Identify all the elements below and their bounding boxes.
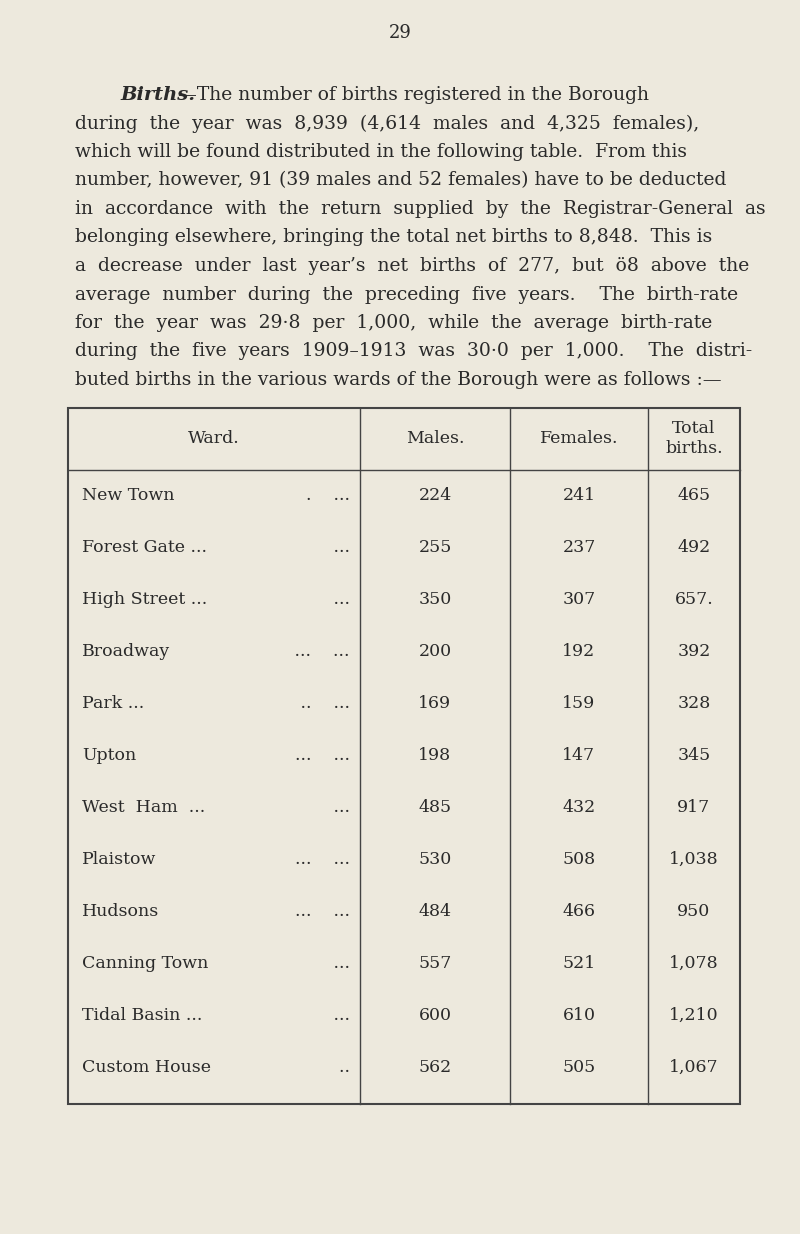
Text: 1,038: 1,038	[669, 851, 719, 868]
Text: 147: 147	[562, 747, 595, 764]
Text: 345: 345	[678, 747, 710, 764]
Text: 29: 29	[389, 23, 411, 42]
Text: 350: 350	[418, 591, 452, 608]
Text: average  number  during  the  preceding  five  years.    The  birth-rate: average number during the preceding five…	[75, 285, 738, 304]
Text: Custom House: Custom House	[82, 1059, 211, 1076]
Text: for  the  year  was  29·8  per  1,000,  while  the  average  birth-rate: for the year was 29·8 per 1,000, while t…	[75, 313, 712, 332]
Text: 600: 600	[418, 1007, 451, 1024]
Text: Canning Town: Canning Town	[82, 955, 208, 972]
Text: 200: 200	[418, 643, 451, 660]
Text: which will be found distributed in the following table.  From this: which will be found distributed in the f…	[75, 143, 687, 160]
Text: 237: 237	[562, 539, 596, 557]
Text: number, however, 91 (39 males and 52 females) have to be deducted: number, however, 91 (39 males and 52 fem…	[75, 172, 726, 190]
Text: ..    ...: .. ...	[284, 695, 350, 712]
Text: 241: 241	[562, 487, 595, 503]
Text: 432: 432	[562, 798, 596, 816]
Text: 484: 484	[418, 903, 451, 921]
Text: ..: ..	[328, 1059, 350, 1076]
Text: ...    ...: ... ...	[262, 747, 350, 764]
Text: 657.: 657.	[674, 591, 714, 608]
Text: —The number of births registered in the Borough: —The number of births registered in the …	[178, 86, 649, 104]
Text: 917: 917	[678, 798, 710, 816]
Text: Broadway: Broadway	[82, 643, 170, 660]
Text: ...    ...: ... ...	[262, 851, 350, 868]
Text: 1,078: 1,078	[669, 955, 719, 972]
Text: 530: 530	[418, 851, 452, 868]
Text: West  Ham  ...: West Ham ...	[82, 798, 206, 816]
Text: 521: 521	[562, 955, 596, 972]
Bar	[68, 407, 740, 1103]
Text: ...: ...	[317, 1007, 350, 1024]
Text: 192: 192	[562, 643, 596, 660]
Text: Plaistow: Plaistow	[82, 851, 156, 868]
Text: Park ...: Park ...	[82, 695, 144, 712]
Text: 1,067: 1,067	[669, 1059, 719, 1076]
Text: 224: 224	[418, 487, 452, 503]
Text: buted births in the various wards of the Borough were as follows :—: buted births in the various wards of the…	[75, 371, 722, 389]
Text: 950: 950	[678, 903, 710, 921]
Text: belonging elsewhere, bringing the total net births to 8,848.  This is: belonging elsewhere, bringing the total …	[75, 228, 712, 247]
Text: 159: 159	[562, 695, 596, 712]
Text: Ward.: Ward.	[188, 429, 240, 447]
Text: ...: ...	[317, 798, 350, 816]
Text: Births.: Births.	[120, 86, 195, 104]
Text: Males.: Males.	[406, 429, 464, 447]
Text: 492: 492	[678, 539, 710, 557]
Text: 465: 465	[678, 487, 710, 503]
Text: 307: 307	[562, 591, 596, 608]
Text: Hudsons: Hudsons	[82, 903, 159, 921]
Text: 562: 562	[418, 1059, 452, 1076]
Text: ...    ...: ... ...	[278, 643, 350, 660]
Text: 610: 610	[562, 1007, 595, 1024]
Text: 557: 557	[418, 955, 452, 972]
Text: 1,210: 1,210	[669, 1007, 719, 1024]
Text: a  decrease  under  last  year’s  net  births  of  277,  but  ö8  above  the: a decrease under last year’s net births …	[75, 257, 750, 275]
Text: 392: 392	[678, 643, 710, 660]
Text: Total
births.: Total births.	[665, 420, 723, 458]
Text: 169: 169	[418, 695, 451, 712]
Text: 466: 466	[562, 903, 595, 921]
Text: 508: 508	[562, 851, 595, 868]
Text: 255: 255	[418, 539, 452, 557]
Text: ...: ...	[317, 591, 350, 608]
Text: 485: 485	[418, 798, 451, 816]
Text: 505: 505	[562, 1059, 596, 1076]
Text: ...    ...: ... ...	[262, 903, 350, 921]
Text: 328: 328	[678, 695, 710, 712]
Text: Tidal Basin ...: Tidal Basin ...	[82, 1007, 202, 1024]
Text: Forest Gate ...: Forest Gate ...	[82, 539, 207, 557]
Text: during  the  year  was  8,939  (4,614  males  and  4,325  females),: during the year was 8,939 (4,614 males a…	[75, 115, 699, 133]
Text: 198: 198	[418, 747, 451, 764]
Text: Females.: Females.	[540, 429, 618, 447]
Text: High Street ...: High Street ...	[82, 591, 207, 608]
Text: .    ...: . ...	[306, 487, 350, 503]
Text: ...: ...	[317, 539, 350, 557]
Text: ...: ...	[317, 955, 350, 972]
Text: during  the  five  years  1909–1913  was  30·0  per  1,000.    The  distri-: during the five years 1909–1913 was 30·0…	[75, 343, 752, 360]
Text: Upton: Upton	[82, 747, 136, 764]
Text: in  accordance  with  the  return  supplied  by  the  Registrar-General  as: in accordance with the return supplied b…	[75, 200, 766, 218]
Text: New Town: New Town	[82, 487, 174, 503]
